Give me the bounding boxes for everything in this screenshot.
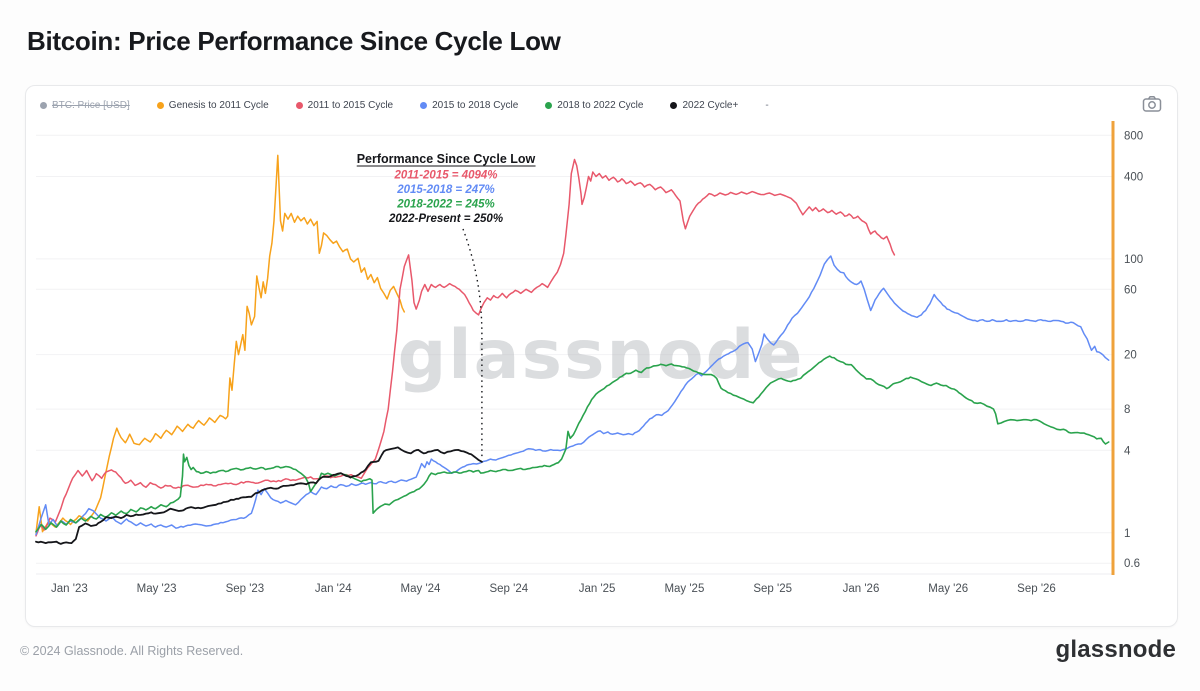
x-tick-label: Sep '23 [226, 583, 265, 595]
legend-color-dot [420, 101, 428, 109]
x-tick-label: May '26 [928, 583, 968, 595]
y-tick-label: 100 [1124, 254, 1143, 266]
annotation-line: 2018-2022 = 245% [396, 199, 495, 211]
y-tick-label: 1 [1124, 528, 1130, 540]
legend-item[interactable]: 2011 to 2015 Cycle [295, 99, 394, 111]
x-tick-label: May '25 [664, 583, 704, 595]
screenshot-button[interactable] [1141, 95, 1163, 115]
y-tick-label: 60 [1124, 284, 1137, 296]
legend-item-label: 2011 to 2015 Cycle [307, 99, 394, 111]
x-tick-label: Jan '25 [579, 583, 616, 595]
legend-item[interactable]: 2018 to 2022 Cycle [545, 100, 643, 111]
annotation-connector-line [462, 228, 483, 458]
legend-item-label: 2022 Cycle+ [682, 99, 739, 111]
y-tick-label: 20 [1124, 350, 1137, 362]
legend-item-label: BTC: Price [USD] [52, 99, 130, 111]
annotation-line: 2011-2015 = 4094% [393, 170, 497, 182]
chart-canvas[interactable]: glassnode 800 400 100 60 20 8 4 1 0.6 Jan '23 May '… [26, 86, 1175, 624]
legend-item-label: Genesis to 2011 Cycle [168, 99, 269, 111]
legend-item-label: - [765, 99, 769, 111]
legend-item[interactable]: BTC: Price [USD] [40, 100, 130, 111]
annotation-line: 2022-Present = 250% [388, 213, 503, 225]
legend-color-dot [40, 101, 47, 109]
glassnode-logo: glassnode [1055, 636, 1176, 663]
x-tick-label: May '24 [401, 583, 442, 595]
y-tick-label: 4 [1124, 445, 1131, 457]
y-tick-label: 400 [1124, 172, 1143, 184]
y-tick-label: 0.6 [1124, 558, 1140, 570]
legend-item-label: 2018 to 2022 Cycle [557, 99, 644, 111]
x-tick-label: Jan '24 [315, 583, 352, 595]
x-tick-label: Sep '26 [1017, 583, 1056, 595]
x-tick-label: Jan '23 [51, 583, 88, 595]
legend-color-dot [295, 101, 303, 109]
series-line-2011-to-2015-cycle [35, 158, 896, 537]
legend-item[interactable]: - [765, 100, 768, 111]
legend-item-label: 2015 to 2018 Cycle [432, 99, 519, 111]
x-tick-label: Sep '25 [753, 583, 792, 595]
copyright-text: © 2024 Glassnode. All Rights Reserved. [20, 644, 244, 658]
legend-color-dot [670, 101, 678, 109]
x-tick-label: Sep '24 [489, 583, 528, 595]
series-line-2018-to-2022-cycle [35, 355, 1110, 533]
x-tick-label: Jan '26 [843, 583, 880, 595]
annotation-title: Performance Since Cycle Low [357, 152, 536, 166]
chart-legend: BTC: Price [USD] Genesis to 2011 Cycle 2… [40, 92, 1117, 118]
legend-item[interactable]: Genesis to 2011 Cycle [156, 99, 269, 111]
annotation-line: 2015-2018 = 247% [396, 184, 495, 196]
x-tick-label: May '23 [137, 583, 177, 595]
watermark-text: glassnode [398, 316, 805, 395]
y-tick-label: 8 [1124, 404, 1130, 416]
legend-color-dot [156, 101, 164, 109]
page-title: Bitcoin: Price Performance Since Cycle L… [27, 26, 561, 56]
legend-item[interactable]: 2022 Cycle+ [670, 100, 738, 111]
series-line-genesis-to-2011-cycle [35, 154, 406, 534]
series-line-2022-cycle- [35, 446, 483, 545]
camera-icon [1142, 96, 1162, 112]
chart-card: BTC: Price [USD] Genesis to 2011 Cycle 2… [25, 85, 1178, 627]
series-line-2015-to-2018-cycle [35, 255, 1110, 536]
y-tick-label: 800 [1124, 130, 1143, 142]
legend-color-dot [545, 101, 553, 109]
legend-item[interactable]: 2015 to 2018 Cycle [420, 100, 518, 111]
